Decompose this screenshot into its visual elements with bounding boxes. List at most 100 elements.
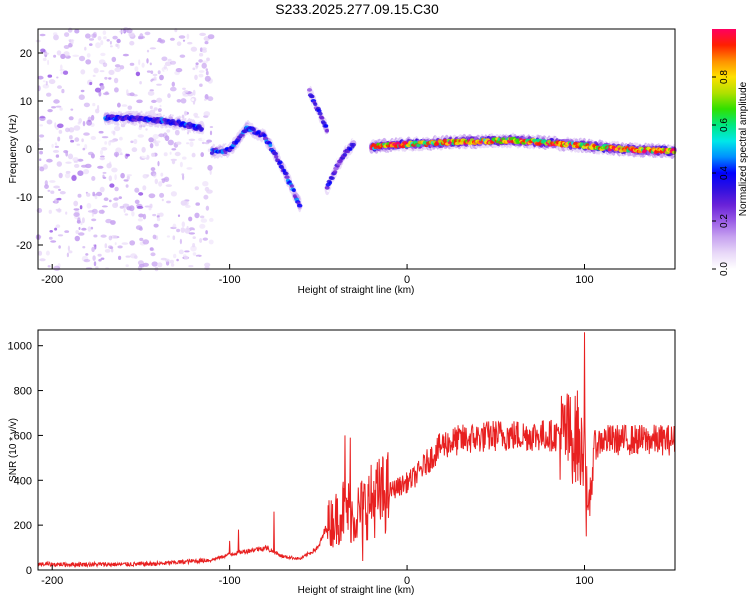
heatmap-cell <box>134 66 138 71</box>
heatmap-cell <box>111 249 113 253</box>
heatmap-cell <box>297 204 302 208</box>
heatmap-cell <box>58 189 61 191</box>
heatmap-cell <box>187 34 190 40</box>
snr-y-label: SNR (10 * v/v) <box>8 418 19 482</box>
heatmap-cell <box>207 165 212 171</box>
heatmap-cell <box>91 247 95 252</box>
heatmap-cell <box>110 220 116 225</box>
heatmap-cell <box>166 129 170 132</box>
heatmap-cell <box>48 190 51 192</box>
heatmap-cell <box>318 112 323 116</box>
heatmap-cell <box>45 180 48 186</box>
heatmap-cell <box>189 141 193 147</box>
heatmap-cell <box>100 150 103 155</box>
heatmap-cell <box>68 246 70 252</box>
heatmap-cell <box>109 183 114 187</box>
heatmap-cell <box>80 69 85 74</box>
colorbar-label: Normalized spectral amplitude <box>738 81 749 216</box>
heatmap-cell <box>206 58 210 62</box>
heatmap-cell <box>205 76 211 82</box>
heatmap-cell <box>114 78 118 84</box>
heatmap-cell <box>70 140 74 143</box>
heatmap-cell <box>117 103 121 108</box>
heatmap-cell <box>202 142 205 144</box>
heatmap-cell <box>84 103 90 108</box>
heatmap-cell <box>114 87 119 92</box>
heatmap-cell <box>120 173 125 179</box>
heatmap-cell <box>56 224 61 228</box>
heatmap-cell <box>202 181 208 186</box>
heatmap-cell <box>46 159 53 163</box>
heatmap-cell <box>95 109 99 114</box>
heatmap-cell <box>122 242 129 245</box>
heatmap-cell <box>157 262 162 267</box>
heatmap-cell <box>183 90 188 93</box>
heatmap-cell <box>199 74 204 78</box>
y-tick-label: 10 <box>20 96 32 108</box>
heatmap-cell <box>110 41 112 45</box>
heatmap-cell <box>162 199 164 202</box>
heatmap-cell <box>43 52 49 54</box>
heatmap-cell <box>171 191 177 196</box>
heatmap-cell <box>176 221 179 227</box>
heatmap-cell <box>193 236 196 239</box>
heatmap-cell <box>126 256 131 258</box>
figure: S233.2025.277.09.15.C30 -200 -100 0 100 -20… <box>0 0 750 600</box>
heatmap-cell <box>172 82 175 87</box>
heatmap-cell <box>49 210 52 214</box>
heatmap-cell <box>85 59 91 64</box>
heatmap-cell <box>93 75 96 77</box>
heatmap-cell <box>39 258 45 261</box>
heatmap-cell <box>91 136 96 140</box>
y-tick-label: 200 <box>14 520 32 532</box>
heatmap-cell <box>54 228 57 231</box>
heatmap-cell <box>126 264 129 267</box>
heatmap-cell <box>126 154 130 157</box>
heatmap-cell <box>313 102 317 106</box>
heatmap-cell <box>57 210 62 213</box>
heatmap-cell <box>109 140 115 143</box>
heatmap-cell <box>206 206 209 211</box>
heatmap-cell <box>128 106 133 110</box>
heatmap-cell <box>325 186 330 190</box>
heatmap-cell <box>182 88 186 90</box>
heatmap-cell <box>56 198 61 200</box>
heatmap-cell <box>60 69 65 72</box>
heatmap-cell <box>39 151 43 155</box>
heatmap-cell <box>206 140 212 143</box>
heatmap-cell <box>114 152 119 157</box>
x-tick-label: -100 <box>219 274 241 286</box>
heatmap-cell <box>116 39 120 43</box>
heatmap-cell <box>84 259 91 262</box>
heatmap-cell <box>173 233 178 235</box>
heatmap-cell <box>126 89 129 95</box>
heatmap-cell <box>92 255 95 261</box>
heatmap-cell <box>205 230 208 234</box>
heatmap-cell <box>278 160 283 164</box>
heatmap-cell <box>109 200 112 203</box>
heatmap-cell <box>188 265 193 267</box>
heatmap-cell <box>138 59 140 65</box>
heatmap-cell <box>93 68 98 74</box>
heatmap-cell <box>59 173 63 179</box>
heatmap-cell <box>181 173 184 175</box>
heatmap-cell <box>108 245 113 249</box>
heatmap-cell <box>95 88 101 93</box>
heatmap-cell <box>81 138 84 142</box>
heatmap-cell <box>186 167 192 170</box>
heatmap-cell <box>183 40 185 42</box>
heatmap-cell <box>69 135 73 139</box>
y-tick-label: -10 <box>16 192 32 204</box>
heatmap-cell <box>175 130 180 136</box>
heatmap-cell <box>72 55 79 57</box>
heatmap-cell <box>56 106 61 108</box>
heatmap-cell <box>307 88 312 92</box>
heatmap-cell <box>136 100 143 104</box>
heatmap-cell <box>157 217 160 221</box>
heatmap-cell <box>105 91 108 94</box>
heatmap-cell <box>53 150 59 153</box>
heatmap-cell <box>153 74 158 76</box>
heatmap-cell <box>203 195 208 200</box>
heatmap-cell <box>164 65 167 70</box>
heatmap-cell <box>206 190 213 194</box>
